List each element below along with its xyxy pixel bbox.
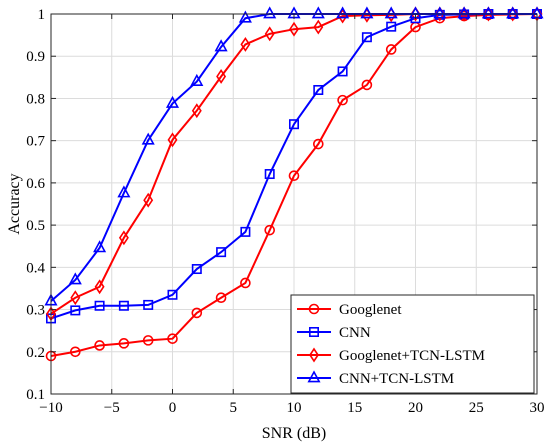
legend: Googlenet CNN Googlenet+TCN-LSTM CNN+TCN-LS… — [290, 294, 535, 394]
y-tick-label: 0.5 — [26, 218, 45, 234]
data-point-circle — [191, 307, 203, 319]
x-axis-label: SNR (dB) — [262, 425, 326, 442]
y-tick-label: 0.4 — [26, 260, 45, 276]
data-point-diamond — [191, 103, 202, 119]
data-point-square — [70, 305, 81, 316]
data-point-square — [216, 247, 227, 258]
data-point-square — [94, 300, 105, 311]
data-point-diamond — [118, 230, 129, 246]
data-point-square — [361, 32, 372, 43]
series-line — [50, 13, 538, 357]
data-point-circle — [70, 346, 81, 358]
x-tick-label: 15 — [347, 400, 362, 416]
data-point-triangle — [68, 272, 82, 285]
y-tick-label: 0.3 — [26, 303, 45, 319]
data-point-square — [118, 300, 129, 311]
y-tick-label: 0.1 — [26, 387, 45, 403]
y-tick-label: 0.9 — [26, 49, 45, 65]
data-point-diamond — [264, 26, 275, 42]
legend-marker-circle — [308, 303, 320, 315]
y-tick-label: 0.2 — [26, 345, 45, 361]
data-point-diamond — [289, 21, 299, 37]
data-point-triangle — [481, 6, 495, 19]
data-point-triangle — [336, 6, 350, 19]
data-point-triangle — [117, 185, 131, 198]
data-point-square — [264, 169, 275, 180]
data-point-triangle — [263, 6, 277, 19]
y-tick-label: 0.7 — [26, 134, 45, 150]
data-point-diamond — [216, 69, 227, 84]
data-point-square — [143, 299, 154, 310]
data-point-triangle — [433, 6, 447, 19]
x-tick-label: 25 — [469, 400, 484, 416]
data-point-square — [313, 85, 324, 96]
data-point-square — [386, 21, 397, 32]
legend-label: CNN — [339, 325, 371, 341]
data-point-triangle — [165, 95, 180, 108]
legend-marker-diamond — [309, 347, 319, 363]
data-point-triangle — [506, 6, 520, 19]
data-point-triangle — [93, 240, 107, 253]
data-point-circle — [337, 94, 348, 106]
legend-label: Googlenet — [339, 302, 402, 318]
x-tick-label: 0 — [169, 400, 177, 416]
data-point-triangle — [238, 10, 252, 23]
data-point-triangle — [190, 73, 204, 86]
data-point-square — [167, 289, 178, 300]
data-point-circle — [240, 277, 251, 289]
data-point-triangle — [214, 39, 228, 52]
data-point-circle — [312, 138, 324, 150]
data-point-square — [337, 66, 348, 77]
legend-label: CNN+TCN-LSTM — [339, 371, 454, 387]
data-point-diamond — [167, 132, 178, 148]
data-point-triangle — [457, 6, 471, 19]
x-tick-label: −10 — [39, 400, 62, 416]
data-point-square — [288, 119, 299, 130]
legend-marker-square — [308, 326, 319, 337]
y-axis-label: Accuracy — [6, 173, 23, 234]
x-tick-label: 10 — [287, 400, 302, 416]
x-tick-label: −5 — [104, 400, 120, 416]
legend-box — [290, 294, 535, 394]
y-tick-label: 0.8 — [26, 91, 45, 107]
x-tick-label: 20 — [408, 400, 423, 416]
x-tick-label: 30 — [530, 400, 545, 416]
data-point-diamond — [313, 19, 324, 35]
data-point-circle — [215, 292, 227, 304]
data-point-circle — [142, 335, 154, 346]
data-point-triangle — [141, 132, 155, 145]
data-point-circle — [385, 44, 397, 55]
data-point-circle — [94, 340, 105, 351]
data-point-diamond — [70, 290, 81, 306]
legend-label: Googlenet+TCN-LSTM — [339, 348, 485, 364]
data-point-circle — [288, 170, 300, 182]
legend-marker-triangle — [307, 370, 321, 383]
data-point-circle — [361, 79, 373, 91]
data-point-diamond — [94, 279, 105, 295]
y-tick-label: 1 — [38, 7, 46, 23]
data-point-square — [240, 226, 251, 237]
data-point-circle — [264, 224, 276, 236]
data-point-triangle — [384, 6, 398, 19]
data-point-triangle — [311, 6, 325, 19]
data-point-circle — [167, 333, 178, 344]
data-point-circle — [118, 338, 130, 349]
x-tick-label: 5 — [230, 400, 238, 416]
data-point-square — [191, 264, 202, 275]
data-point-diamond — [240, 36, 251, 52]
data-point-diamond — [143, 192, 154, 208]
data-point-triangle — [360, 6, 374, 19]
y-tick-label: 0.6 — [26, 176, 45, 192]
